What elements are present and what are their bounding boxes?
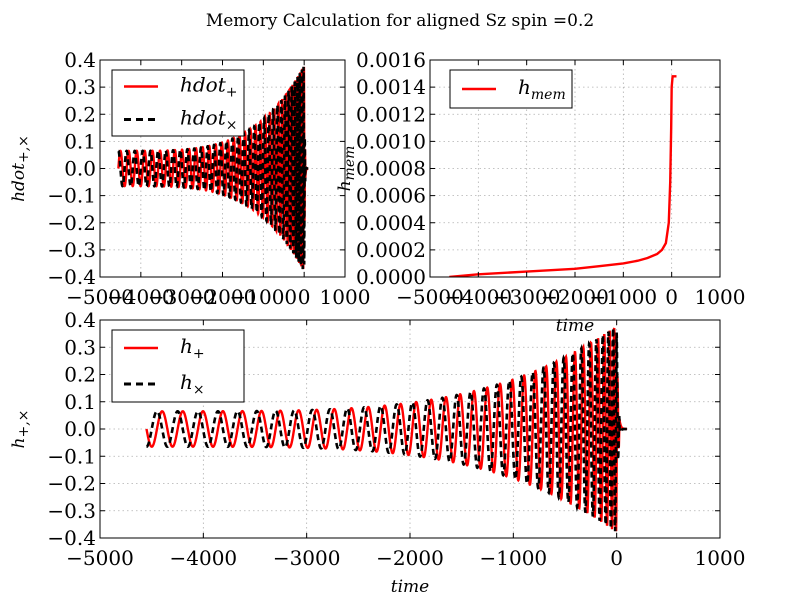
h-subplot: −5000 −4000 −3000 −2000 −1000 0 1000 −0.4 −0.3 −0… — [9, 308, 745, 597]
x-tick-label: −2000 — [376, 546, 444, 570]
legend-label: hdot+ — [180, 73, 238, 101]
x-tick-label: 0 — [665, 285, 678, 309]
x-axis-label: time — [556, 316, 594, 336]
y-tick-label: −0.2 — [47, 211, 96, 235]
x-tick-label: −2000 — [541, 285, 609, 309]
y-tick-label: 0.3 — [64, 335, 96, 359]
x-tick-label: −1000 — [590, 285, 658, 309]
hdot-subplot: −5000−4000−3000−2000−1000 0 1000 −0.4 −0.3 −0… — [9, 48, 370, 309]
x-axis-label: time — [391, 577, 429, 597]
x-tick-label: 0 — [298, 285, 311, 309]
y-axis-label: h+,× — [9, 410, 32, 449]
series-line-h-plus — [145, 327, 628, 532]
series-line-h-cross — [146, 327, 627, 532]
x-tick-label: 1000 — [695, 285, 746, 309]
y-tick-label: 0.4 — [64, 48, 96, 72]
y-tick-label: −0.4 — [47, 265, 96, 289]
legend: hmem — [449, 69, 573, 109]
x-tick-label: −3000 — [148, 285, 216, 309]
x-tick-label: 1000 — [695, 546, 746, 570]
legend-label: hdot× — [180, 106, 238, 134]
x-tick-label: −5000 — [66, 285, 134, 309]
y-tick-label: 0.0 — [64, 157, 96, 181]
figure-title: Memory Calculation for aligned Sz spin =… — [206, 11, 594, 31]
y-tick-label: 0.0008 — [356, 157, 426, 181]
y-tick-label: −0.3 — [47, 499, 96, 523]
y-tick-label: 0.0 — [64, 417, 96, 441]
x-tick-label: −5000 — [66, 546, 134, 570]
x-tick-label: −5000 — [396, 285, 464, 309]
y-axis-label: hmem — [335, 146, 358, 192]
y-tick-label: 0.0004 — [356, 211, 426, 235]
legend: h+ h× — [111, 329, 245, 403]
series-line-hdot-plus — [117, 66, 309, 270]
y-tick-label: −0.3 — [47, 238, 96, 262]
y-tick-label: 0.0006 — [356, 184, 426, 208]
legend-label: h+ — [180, 334, 205, 362]
x-tick-label: −3000 — [493, 285, 561, 309]
y-tick-label: 0.0016 — [356, 48, 426, 72]
series-line-hdot-cross — [117, 66, 309, 270]
y-tick-label: −0.1 — [47, 444, 96, 468]
x-tick-label: −4000 — [445, 285, 513, 309]
y-tick-label: 0.2 — [64, 363, 96, 387]
hmem-subplot: −5000−4000−3000−2000−1000 0 1000 0.0000 0.00… — [335, 48, 745, 336]
y-tick-label: 0.0002 — [356, 238, 426, 262]
series-line-h-mem — [449, 75, 677, 277]
y-tick-label: 0.0010 — [356, 129, 426, 153]
legend: hdot+ hdot× — [111, 69, 245, 137]
x-tick-label: −1000 — [480, 546, 548, 570]
y-tick-label: 0.1 — [64, 390, 96, 414]
legend-label: h× — [180, 370, 205, 398]
y-tick-label: −0.1 — [47, 184, 96, 208]
x-tick-label: −4000 — [170, 546, 238, 570]
y-tick-label: 0.4 — [64, 308, 96, 332]
x-tick-label: −3000 — [273, 546, 341, 570]
y-tick-label: 0.2 — [64, 102, 96, 126]
y-axis-label: hdot+,× — [9, 135, 32, 202]
y-tick-label: −0.4 — [47, 526, 96, 550]
legend-label: hmem — [518, 75, 566, 103]
y-tick-label: 0.0012 — [356, 102, 426, 126]
y-tick-label: 0.0000 — [356, 265, 426, 289]
y-tick-label: 0.1 — [64, 129, 96, 153]
x-tick-label: −1000 — [230, 285, 298, 309]
y-tick-label: 0.3 — [64, 75, 96, 99]
x-tick-label: 0 — [610, 546, 623, 570]
x-tick-label: −4000 — [107, 285, 175, 309]
y-tick-label: −0.2 — [47, 472, 96, 496]
x-tick-label: 1000 — [320, 285, 371, 309]
y-tick-label: 0.0014 — [356, 75, 426, 99]
x-tick-label: −2000 — [189, 285, 257, 309]
